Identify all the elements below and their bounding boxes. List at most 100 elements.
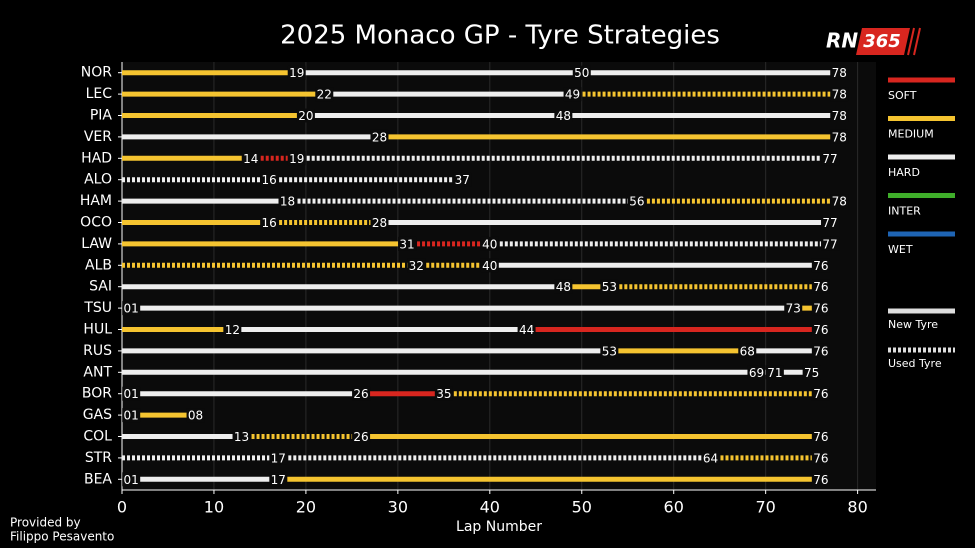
label-bg bbox=[811, 258, 830, 273]
value-label: 48 bbox=[556, 280, 571, 294]
value-label: 76 bbox=[813, 302, 828, 316]
label-bg bbox=[747, 365, 766, 380]
driver-label: SAI bbox=[89, 279, 112, 295]
value-label: 76 bbox=[813, 430, 828, 444]
value-label: 75 bbox=[804, 366, 819, 380]
value-label: 73 bbox=[786, 302, 801, 316]
value-label: 20 bbox=[298, 109, 313, 123]
label-bg bbox=[287, 151, 306, 166]
driver-label: TSU bbox=[83, 300, 112, 316]
value-label: 01 bbox=[124, 473, 139, 487]
value-label: 77 bbox=[822, 216, 837, 230]
driver-label: ALO bbox=[84, 172, 112, 188]
label-bg bbox=[296, 108, 315, 123]
value-label: 01 bbox=[124, 387, 139, 401]
value-label: 19 bbox=[289, 152, 304, 166]
value-label: 44 bbox=[519, 323, 534, 337]
label-bg bbox=[260, 215, 279, 230]
label-bg bbox=[811, 322, 830, 337]
value-label: 71 bbox=[767, 366, 782, 380]
label-bg bbox=[821, 236, 840, 251]
plot-area bbox=[122, 62, 876, 490]
value-label: 68 bbox=[740, 344, 755, 358]
value-label: 77 bbox=[822, 237, 837, 251]
driver-label: COL bbox=[83, 429, 112, 445]
driver-label: NOR bbox=[81, 65, 112, 81]
label-bg bbox=[453, 172, 472, 187]
label-bg bbox=[811, 386, 830, 401]
value-label: 78 bbox=[832, 66, 847, 80]
driver-label: PIA bbox=[90, 108, 113, 124]
value-label: 17 bbox=[271, 473, 286, 487]
label-bg bbox=[407, 258, 426, 273]
value-label: 28 bbox=[372, 216, 387, 230]
logo-box bbox=[856, 28, 910, 55]
value-label: 77 bbox=[822, 152, 837, 166]
label-bg bbox=[563, 87, 582, 102]
x-tick-label: 70 bbox=[755, 498, 775, 517]
label-bg bbox=[811, 450, 830, 465]
label-bg bbox=[830, 65, 849, 80]
label-bg bbox=[830, 87, 849, 102]
label-bg bbox=[830, 108, 849, 123]
label-bg bbox=[765, 365, 784, 380]
x-tick-label: 40 bbox=[480, 498, 500, 517]
driver-label: GAS bbox=[83, 407, 112, 423]
label-bg bbox=[821, 215, 840, 230]
label-bg bbox=[811, 343, 830, 358]
label-bg bbox=[287, 65, 306, 80]
legend-label: MEDIUM bbox=[888, 128, 934, 141]
label-bg bbox=[398, 236, 417, 251]
label-bg bbox=[186, 408, 205, 423]
driver-label: STR bbox=[85, 450, 112, 466]
label-bg bbox=[370, 215, 389, 230]
driver-label: RUS bbox=[83, 343, 112, 359]
label-bg bbox=[122, 472, 141, 487]
value-label: 50 bbox=[574, 66, 589, 80]
label-bg bbox=[352, 386, 371, 401]
x-tick-label: 60 bbox=[664, 498, 684, 517]
label-bg bbox=[701, 450, 720, 465]
label-bg bbox=[802, 365, 821, 380]
label-bg bbox=[370, 129, 389, 144]
label-bg bbox=[554, 108, 573, 123]
value-label: 64 bbox=[703, 451, 718, 465]
legend-label: WET bbox=[888, 243, 913, 256]
label-bg bbox=[830, 194, 849, 209]
value-label: 76 bbox=[813, 451, 828, 465]
legend-label: Used Tyre bbox=[888, 357, 942, 370]
logo-stripe bbox=[913, 27, 921, 56]
legend-label: INTER bbox=[888, 205, 921, 218]
label-bg bbox=[572, 65, 591, 80]
value-label: 49 bbox=[565, 88, 580, 102]
label-bg bbox=[315, 87, 334, 102]
legend-label: HARD bbox=[888, 166, 920, 179]
driver-label: ANT bbox=[83, 364, 112, 380]
value-label: 53 bbox=[602, 344, 617, 358]
label-bg bbox=[260, 172, 279, 187]
value-label: 17 bbox=[271, 451, 286, 465]
x-tick-label: 10 bbox=[204, 498, 224, 517]
label-bg bbox=[232, 429, 251, 444]
driver-label: OCO bbox=[80, 215, 112, 231]
label-bg bbox=[480, 258, 499, 273]
value-label: 40 bbox=[482, 259, 497, 273]
label-bg bbox=[738, 343, 757, 358]
driver-label: LAW bbox=[81, 236, 112, 252]
label-bg bbox=[122, 301, 141, 316]
label-bg bbox=[269, 472, 288, 487]
label-bg bbox=[434, 386, 453, 401]
value-label: 28 bbox=[372, 130, 387, 144]
label-bg bbox=[517, 322, 536, 337]
value-label: 16 bbox=[261, 216, 276, 230]
value-label: 19 bbox=[289, 66, 304, 80]
label-bg bbox=[811, 301, 830, 316]
value-label: 18 bbox=[280, 195, 295, 209]
value-label: 78 bbox=[832, 195, 847, 209]
value-label: 16 bbox=[261, 173, 276, 187]
value-label: 31 bbox=[399, 237, 414, 251]
credit: Filippo Pesavento bbox=[10, 530, 114, 544]
value-label: 13 bbox=[234, 430, 249, 444]
value-label: 48 bbox=[556, 109, 571, 123]
